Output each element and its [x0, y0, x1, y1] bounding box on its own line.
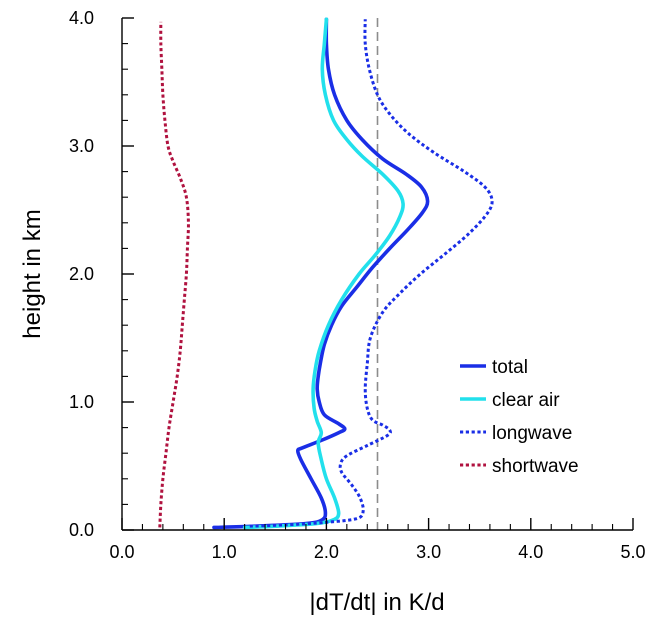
legend-label-total: total [492, 357, 528, 378]
legend-label-longwave: longwave [492, 423, 572, 444]
legend-label-shortwave: shortwave [492, 456, 579, 477]
x-tick-label: 0.0 [109, 542, 134, 562]
x-tick-label: 2.0 [314, 542, 339, 562]
series-line-shortwave [158, 21, 190, 528]
y-tick-label: 3.0 [69, 136, 94, 156]
x-tick-label: 3.0 [416, 542, 441, 562]
series-line-clear-air [242, 17, 405, 530]
y-tick-label: 0.0 [69, 520, 94, 540]
y-tick-label: 2.0 [69, 264, 94, 284]
x-tick-label: 1.0 [212, 542, 237, 562]
x-axis-label: |dT/dt| in K/d [309, 589, 444, 616]
legend-label-clear-air: clear air [492, 390, 560, 411]
series-line-total [212, 17, 430, 530]
x-tick-label: 5.0 [620, 542, 645, 562]
y-tick-label: 1.0 [69, 392, 94, 412]
x-tick-label: 4.0 [518, 542, 543, 562]
series-line-longwave [249, 19, 494, 528]
y-axis-label: height in km [19, 209, 46, 338]
y-tick-label: 4.0 [69, 8, 94, 28]
